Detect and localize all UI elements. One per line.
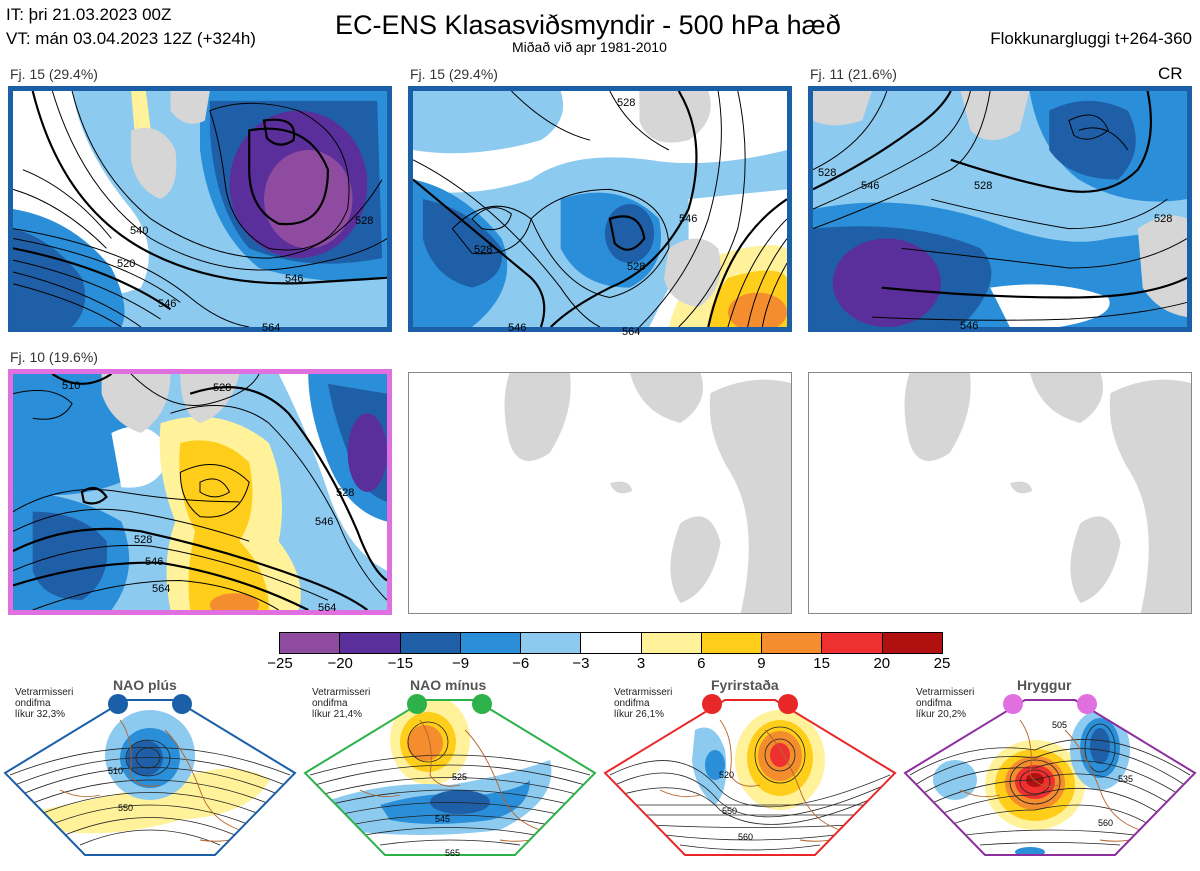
contour-label: 564	[318, 602, 337, 614]
page-title: EC-ENS Klasasviðsmyndir - 500 hPa hæð	[335, 10, 841, 40]
colorbar-tick-label: 25	[933, 655, 951, 672]
contour-label: 546	[861, 180, 880, 192]
contour-label: 540	[130, 225, 149, 237]
colorbar-tick-label: 20	[873, 655, 891, 672]
colorbar-swatch	[581, 633, 642, 653]
colorbar-tick-label: −6	[512, 655, 530, 672]
regime-dot-icon	[1077, 694, 1097, 714]
contour-label: 546	[158, 298, 177, 310]
contour-label: 525	[452, 772, 468, 782]
contour-label: 528	[213, 382, 232, 394]
regime-dot-icon	[702, 694, 722, 714]
contour-label: 528	[974, 180, 993, 192]
contour-label: 560	[738, 832, 754, 842]
cluster-map-1	[8, 86, 392, 332]
contour-label: 510	[62, 380, 81, 392]
contour-label: 564	[622, 326, 641, 338]
contour-label: 546	[508, 322, 527, 334]
contour-label: 546	[315, 516, 334, 528]
colorbar-swatch	[340, 633, 401, 653]
valid-time: VT: mán 03.04.2023 12Z (+324h)	[6, 29, 256, 48]
colorbar-swatch	[521, 633, 582, 653]
page-subtitle: Miðað við apr 1981-2010	[512, 39, 667, 55]
contour-label: 528	[336, 487, 355, 499]
contour-label: 505	[1052, 720, 1068, 730]
contour-label: 550	[118, 803, 134, 813]
regime-name: Hryggur	[1017, 677, 1072, 693]
contour-label: 535	[1118, 774, 1134, 784]
colorbar-tick-label: 9	[757, 655, 766, 672]
cluster-map-3	[808, 86, 1192, 332]
colorbar-tick-label: −20	[327, 655, 353, 672]
contour-label: 560	[1098, 818, 1114, 828]
regime-likelihood: Vetrarmisseri ondifma líkur 21,4%	[312, 687, 371, 720]
contour-label: 550	[722, 806, 738, 816]
contour-label: 528	[134, 534, 153, 546]
regime-dot-icon	[1003, 694, 1023, 714]
panel-label: Fj. 15 (29.4%)	[410, 66, 498, 82]
colorbar-swatch	[280, 633, 341, 653]
contour-label: 546	[285, 273, 304, 285]
colorbar-tick-label: −15	[387, 655, 414, 672]
panel-label: Fj. 10 (19.6%)	[10, 349, 98, 365]
contour-label: 528	[474, 244, 493, 256]
regime-name: NAO plús	[113, 677, 177, 693]
colorbar-tick-label: −9	[451, 655, 470, 672]
colorbar-swatch	[400, 633, 461, 653]
regime-nao-minus: NAO mínus Vetrarmisseri ondifma líkur 21…	[300, 677, 600, 871]
contour-label: 564	[262, 322, 281, 334]
colorbar-swatch	[822, 633, 883, 653]
colorbar-swatch	[641, 633, 702, 653]
colorbar	[279, 632, 943, 654]
regime-dot-icon	[108, 694, 128, 714]
contour-label: 528	[617, 97, 636, 109]
colorbar-tick-label: 6	[697, 655, 706, 672]
colorbar-swatch	[762, 633, 823, 653]
regime-likelihood: Vetrarmisseri ondifma líkur 32,3%	[15, 687, 74, 720]
contour-label: 546	[679, 213, 698, 225]
contour-label: 520	[719, 770, 735, 780]
init-time: IT: þri 21.03.2023 00Z	[6, 5, 172, 24]
regime-dot-icon	[472, 694, 492, 714]
contour-label: 565	[445, 848, 461, 858]
contour-label: 528	[1154, 213, 1173, 225]
contour-label: 528	[355, 215, 374, 227]
contour-label: 564	[152, 583, 171, 595]
regime-code: CR	[1158, 64, 1183, 83]
cluster-map-2	[408, 86, 792, 332]
regime-nao-plus: NAO plús Vetrarmisseri ondifma líkur 32,…	[0, 677, 300, 871]
regime-name: NAO mínus	[410, 677, 487, 693]
colorbar-tick-label: −25	[267, 655, 293, 672]
contour-label: 545	[435, 814, 451, 824]
contour-label: 510	[108, 766, 124, 776]
regime-dot-icon	[172, 694, 192, 714]
cluster-map-4	[8, 369, 392, 615]
contour-label: 520	[117, 258, 136, 270]
colorbar-tick-label: −3	[572, 655, 590, 672]
regime-dot-icon	[407, 694, 427, 714]
regime-dot-icon	[778, 694, 798, 714]
panel-label: Fj. 11 (21.6%)	[810, 66, 897, 82]
panel-label: Fj. 15 (29.4%)	[10, 66, 98, 82]
colorbar-swatch	[701, 633, 763, 653]
contour-label: 546	[960, 320, 979, 332]
empty-map-5	[408, 372, 792, 614]
regime-blocking: Fyrirstaða Vetrarmisseri ondifma líkur 2…	[600, 677, 900, 871]
empty-map-6	[808, 372, 1192, 614]
colorbar-tick-label: 15	[813, 655, 830, 672]
contour-label: 546	[145, 556, 164, 568]
contour-label: 528	[818, 167, 837, 179]
classification-window: Flokkunargluggi t+264-360	[990, 29, 1192, 48]
contour-label: 528	[627, 261, 646, 273]
regime-likelihood: Vetrarmisseri ondifma líkur 20,2%	[916, 687, 975, 720]
regime-name: Fyrirstaða	[711, 677, 779, 693]
colorbar-swatch	[882, 633, 942, 653]
colorbar-ticks: −25 −20 −15 −9 −6 −3 3 6 9 15 20 25	[267, 655, 950, 675]
colorbar-tick-label: 3	[636, 655, 646, 672]
regime-likelihood: Vetrarmisseri ondifma líkur 26,1%	[614, 687, 673, 720]
colorbar-swatch	[460, 633, 522, 653]
regime-ridge: Hryggur Vetrarmisseri ondifma líkur 20,2…	[900, 677, 1200, 871]
